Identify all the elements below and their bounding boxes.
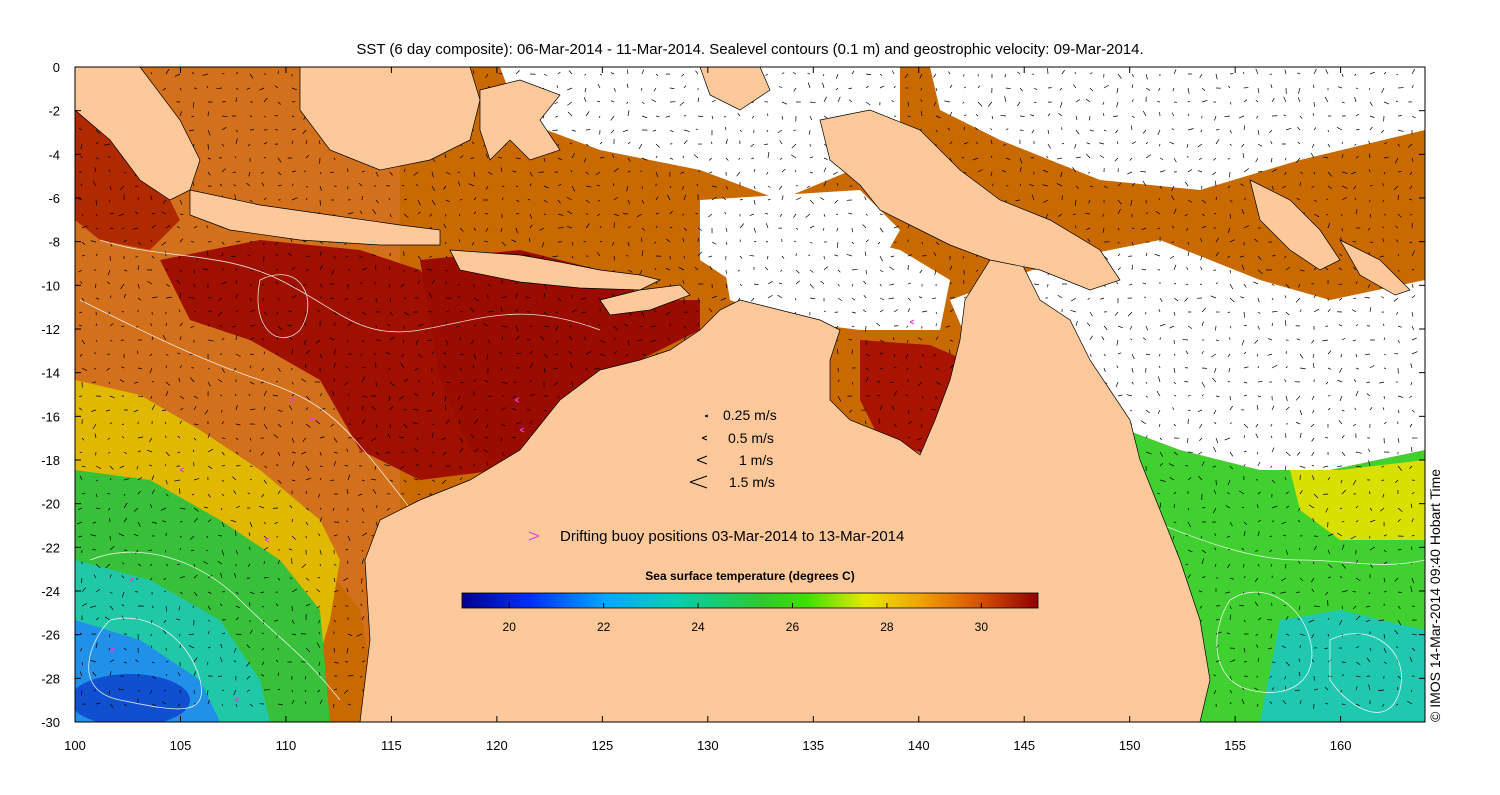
velocity-label-0-25: 0.25 m/s <box>723 407 777 423</box>
velocity-arrow <box>877 395 880 396</box>
figure-title: SST (6 day composite): 06-Mar-2014 - 11-… <box>356 41 1143 58</box>
x-tick-label: 160 <box>1330 738 1352 753</box>
colorbar-tick-label: 30 <box>975 620 989 634</box>
x-tick-label: 135 <box>802 738 824 753</box>
x-tick-label: 120 <box>486 738 508 753</box>
credit-text: © IMOS 14-Mar-2014 09:40 Hobart Time <box>1427 469 1443 722</box>
x-tick-label: 150 <box>1119 738 1141 753</box>
y-tick-label: -12 <box>41 322 60 337</box>
velocity-label-0-5: 0.5 m/s <box>728 430 774 446</box>
y-tick-label: -2 <box>48 104 60 119</box>
buoy-legend-label: Drifting buoy positions 03-Mar-2014 to 1… <box>560 528 904 545</box>
x-tick-label: 125 <box>591 738 613 753</box>
velocity-arrow <box>1381 480 1384 481</box>
colorbar-tick-label: 28 <box>880 620 894 634</box>
y-tick-label: -6 <box>48 191 60 206</box>
velocity-arrow <box>824 256 825 259</box>
plot-area <box>70 67 1425 726</box>
velocity-label-1-5: 1.5 m/s <box>729 474 775 490</box>
x-tick-label: 100 <box>64 738 86 753</box>
x-tick-label: 105 <box>170 738 192 753</box>
velocity-arrow <box>1397 422 1398 424</box>
y-tick-label: 0 <box>53 60 60 75</box>
velocity-arrow <box>516 186 518 187</box>
velocity-arrow <box>555 354 558 355</box>
velocity-arrow <box>92 382 96 383</box>
x-tick-label: 155 <box>1224 738 1246 753</box>
velocity-arrow <box>250 116 252 117</box>
colorbar-tick-label: 22 <box>597 620 611 634</box>
velocity-label-1: 1 m/s <box>739 452 773 468</box>
colorbar-title: Sea surface temperature (degrees C) <box>645 569 854 583</box>
y-tick-label: -22 <box>41 540 60 555</box>
y-tick-label: -28 <box>41 671 60 686</box>
y-tick-label: -18 <box>41 453 60 468</box>
x-tick-label: 145 <box>1013 738 1035 753</box>
velocity-arrow <box>1075 225 1076 228</box>
velocity-arrow <box>1048 68 1049 74</box>
y-tick-label: -30 <box>41 715 60 730</box>
colorbar-gradient <box>462 593 1038 608</box>
y-tick-label: -26 <box>41 628 60 643</box>
x-tick-label: 140 <box>908 738 930 753</box>
colorbar-tick-label: 24 <box>691 620 705 634</box>
x-tick-label: 110 <box>276 738 297 753</box>
x-tick-label: 130 <box>697 738 719 753</box>
buoy-legend: Drifting buoy positions 03-Mar-2014 to 1… <box>529 528 904 545</box>
y-tick-label: -24 <box>41 584 60 599</box>
x-tick-label: 115 <box>381 738 402 753</box>
y-tick-label: -4 <box>48 147 60 162</box>
y-tick-label: -14 <box>41 366 60 381</box>
velocity-arrow <box>1174 283 1176 284</box>
y-tick-label: -8 <box>48 235 60 250</box>
y-tick-label: -20 <box>41 497 60 512</box>
sst-blue-core <box>70 674 190 726</box>
y-tick-label: -10 <box>41 278 60 293</box>
y-tick-label: -16 <box>41 409 60 424</box>
colorbar-tick-label: 26 <box>786 620 800 634</box>
colorbar-tick-label: 20 <box>503 620 517 634</box>
